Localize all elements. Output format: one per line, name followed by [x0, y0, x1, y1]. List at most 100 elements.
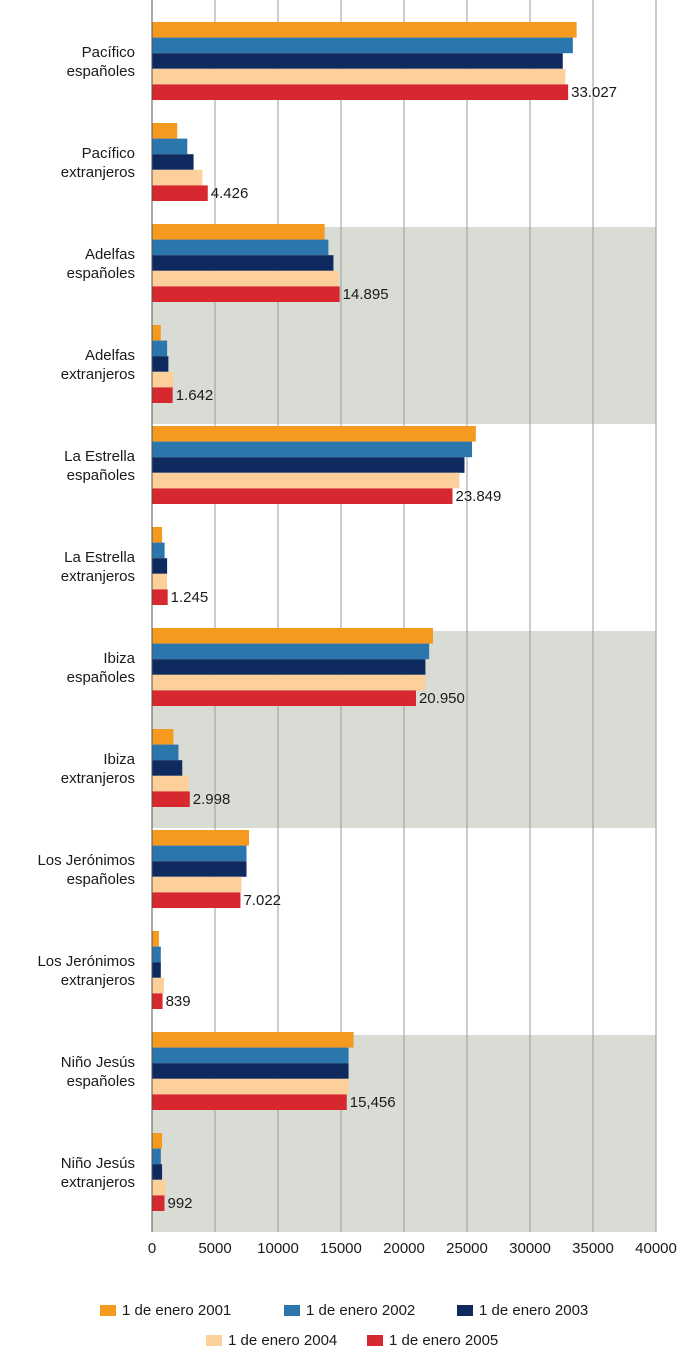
y-tick-label: La Estrella españoles: [64, 448, 135, 484]
y-tick-label: Niño Jesús españoles: [60, 1054, 135, 1090]
bar: [152, 946, 161, 963]
bar: [152, 558, 168, 574]
x-tick-label: 5000: [198, 1240, 231, 1257]
bar: [152, 84, 569, 100]
value-label: 1.642: [176, 387, 214, 404]
bar: [152, 744, 179, 761]
bar: [152, 488, 453, 504]
bar: [152, 760, 183, 776]
bar: [152, 123, 178, 139]
x-tick-label: 10000: [257, 1240, 299, 1257]
bar: [152, 441, 473, 458]
legend-swatch: [206, 1335, 222, 1346]
bar: [152, 1148, 161, 1165]
bar: [152, 371, 174, 388]
bar: [152, 628, 433, 644]
bar: [152, 830, 250, 846]
bar: [152, 1047, 349, 1064]
x-tick-label: 25000: [446, 1240, 488, 1257]
bar: [152, 1179, 166, 1196]
bar: [152, 286, 340, 302]
value-label: 1.245: [171, 589, 209, 606]
bar: [152, 185, 208, 201]
legend-swatch: [284, 1305, 300, 1316]
bar: [152, 1195, 165, 1211]
y-tick-label: Ibiza extranjeros: [60, 751, 135, 787]
bar: [152, 239, 329, 256]
legend-label: 1 de enero 2002: [306, 1302, 415, 1319]
value-label: 14.895: [343, 286, 389, 303]
x-tick-label: 0: [148, 1240, 156, 1257]
bar: [152, 573, 168, 590]
bar: [152, 1164, 163, 1180]
bar: [152, 729, 174, 745]
bar: [152, 962, 161, 978]
value-label: 839: [166, 993, 191, 1010]
bar: [152, 1063, 349, 1079]
bar: [152, 791, 190, 807]
value-label: 4.426: [211, 185, 249, 202]
bar: [152, 340, 168, 357]
y-tick-label: Pacífico extranjeros: [60, 145, 135, 181]
bar: [152, 37, 573, 54]
bar: [152, 775, 189, 792]
legend-label: 1 de enero 2003: [479, 1302, 588, 1319]
bar: [152, 1032, 354, 1048]
bar: [152, 325, 161, 341]
bar: [152, 542, 165, 559]
bar: [152, 690, 416, 706]
value-label: 15,456: [350, 1094, 396, 1111]
bar: [152, 138, 188, 155]
bar: [152, 22, 577, 38]
bar: [152, 1094, 347, 1110]
bar: [152, 472, 460, 489]
bar: [152, 674, 426, 691]
bar: [152, 270, 339, 287]
x-tick-label: 40000: [635, 1240, 677, 1257]
y-tick-label: Adelfas españoles: [66, 246, 135, 282]
bar: [152, 53, 563, 69]
bar: [152, 169, 203, 186]
y-tick-label: La Estrella extranjeros: [60, 549, 135, 585]
y-tick-label: Niño Jesús extranjeros: [60, 1155, 135, 1191]
value-label: 7.022: [243, 892, 281, 909]
bar: [152, 589, 168, 605]
legend-label: 1 de enero 2004: [228, 1332, 337, 1349]
x-tick-label: 20000: [383, 1240, 425, 1257]
y-tick-label: Pacífico españoles: [66, 44, 135, 80]
bar: [152, 977, 164, 994]
bar: [152, 426, 476, 442]
bar: [152, 224, 325, 240]
bar: [152, 845, 247, 862]
bar: [152, 527, 163, 543]
value-label: 992: [167, 1195, 192, 1212]
value-label: 2.998: [193, 791, 231, 808]
bar: [152, 457, 465, 473]
bar: [152, 387, 173, 403]
bar: [152, 861, 247, 877]
y-tick-label: Los Jerónimos extranjeros: [37, 953, 135, 989]
legend-swatch: [367, 1335, 383, 1346]
x-tick-label: 35000: [572, 1240, 614, 1257]
y-tick-label: Ibiza españoles: [66, 650, 135, 686]
legend-swatch: [100, 1305, 116, 1316]
bar: [152, 1078, 349, 1095]
x-tick-label: 15000: [320, 1240, 362, 1257]
x-tick-label: 30000: [509, 1240, 551, 1257]
value-label: 20.950: [419, 690, 465, 707]
legend-label: 1 de enero 2005: [389, 1332, 498, 1349]
bar: [152, 154, 194, 170]
bar: [152, 1133, 163, 1149]
bar: [152, 356, 169, 372]
bar: [152, 255, 334, 271]
y-tick-label: Los Jerónimos españoles: [37, 852, 135, 888]
bar: [152, 643, 430, 660]
bar: [152, 659, 426, 675]
legend-label: 1 de enero 2001: [122, 1302, 231, 1319]
bar: [152, 993, 163, 1009]
bar: [152, 931, 159, 947]
legend-swatch: [457, 1305, 473, 1316]
bar: [152, 876, 242, 893]
